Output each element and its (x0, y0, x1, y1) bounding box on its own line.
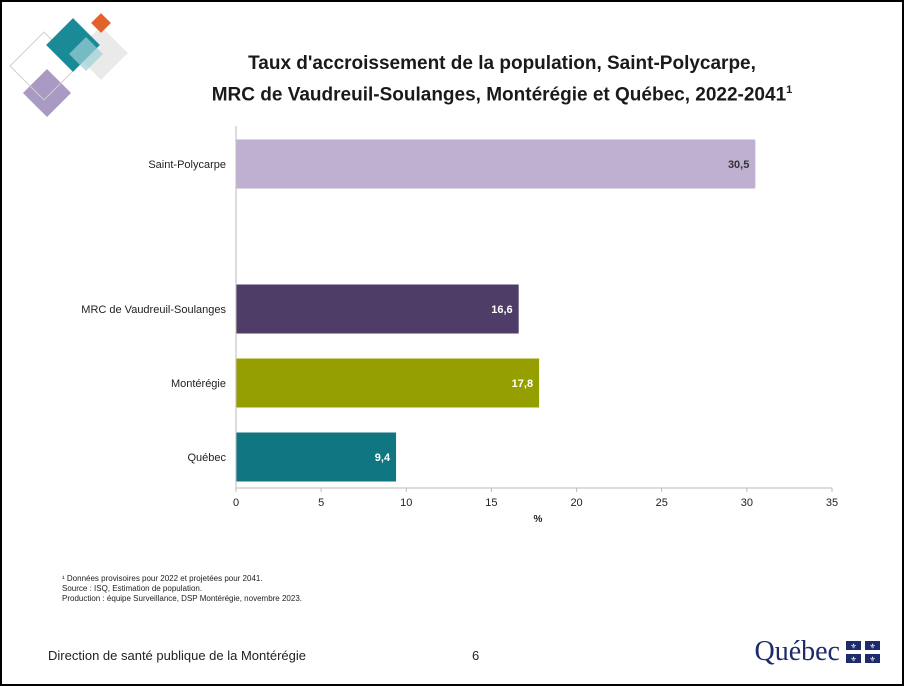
decorative-diamonds-icon (9, 13, 128, 118)
bar-value-label: 16,6 (491, 304, 512, 316)
x-tick-label: 5 (318, 497, 324, 509)
x-tick-label: 35 (826, 497, 838, 509)
category-label: Québec (187, 452, 226, 464)
chart-title-line2: MRC de Vaudreuil-Soulanges, Montérégie e… (152, 77, 852, 108)
x-tick-label: 15 (485, 497, 497, 509)
bar-value-label: 17,8 (512, 378, 533, 390)
svg-text:⚜: ⚜ (869, 643, 875, 651)
footnote-production: Production : équipe Surveillance, DSP Mo… (62, 594, 302, 603)
x-tick-label: 30 (741, 497, 753, 509)
x-tick-label: 20 (570, 497, 582, 509)
chart-title: Taux d'accroissement de la population, S… (152, 50, 852, 108)
x-axis-label: % (534, 514, 543, 525)
bar (236, 432, 397, 482)
category-label: Montérégie (171, 378, 226, 390)
x-tick-label: 0 (233, 497, 239, 509)
chart-title-footnote-marker: 1 (786, 84, 793, 96)
svg-text:⚜: ⚜ (869, 656, 875, 664)
footnote-1: ¹ Données provisoires pour 2022 et proje… (62, 574, 263, 583)
svg-text:⚜: ⚜ (850, 643, 856, 651)
bar-chart: 30,5 Saint-Polycarpe 16,6 MRC de Vaudreuil-… (81, 126, 838, 525)
chart-title-line1: Taux d'accroissement de la population, S… (248, 53, 756, 74)
bar-value-label: 30,5 (728, 159, 749, 171)
svg-text:⚜: ⚜ (850, 656, 856, 664)
category-label: MRC de Vaudreuil-Soulanges (81, 304, 226, 316)
quebec-logo: Québec ⚜ ⚜ ⚜ ⚜ (754, 632, 880, 672)
bar-value-label: 9,4 (375, 452, 391, 464)
x-tick-label: 25 (656, 497, 668, 509)
quebec-logo-text: Québec (754, 636, 840, 667)
category-label: Saint-Polycarpe (148, 159, 226, 171)
quebec-flag-icon: ⚜ ⚜ ⚜ ⚜ (846, 641, 880, 663)
footnotes: ¹ Données provisoires pour 2022 et proje… (62, 574, 302, 604)
page-number: 6 (472, 648, 480, 663)
bar (236, 139, 756, 189)
chart-title-line2-text: MRC de Vaudreuil-Soulanges, Montérégie e… (211, 84, 787, 106)
footer-organization: Direction de santé publique de la Montér… (48, 648, 307, 663)
footnote-source: Source : ISQ, Estimation de population. (62, 584, 203, 593)
bar (236, 358, 540, 408)
bar (236, 284, 519, 334)
x-tick-label: 10 (400, 497, 412, 509)
